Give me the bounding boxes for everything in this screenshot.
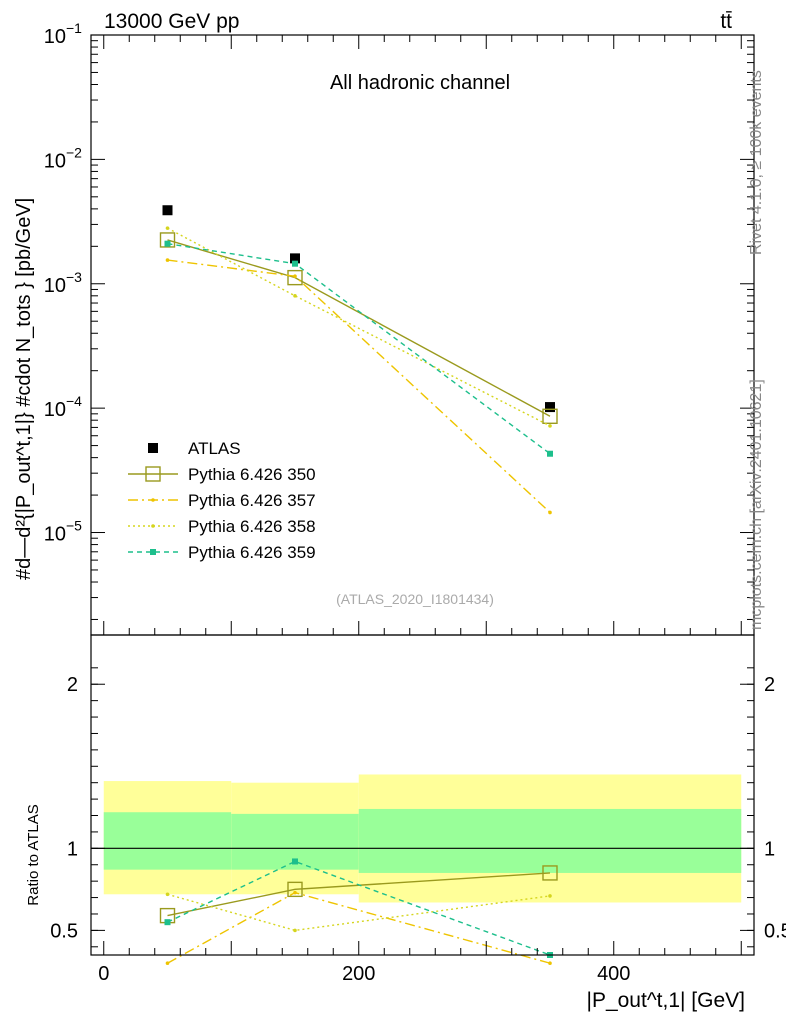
analysis-id: (ATLAS_2020_I1801434) — [336, 591, 494, 607]
y-tick-label: 10 — [44, 524, 66, 546]
ratio-y-tick-label: 0.5 — [50, 920, 78, 942]
legend-marker-atlas — [148, 443, 158, 453]
y-tick-label: 10 — [44, 399, 66, 421]
data-point-s358 — [165, 226, 170, 230]
data-point-359 — [164, 240, 171, 247]
ratio-line-s359 — [167, 860, 551, 956]
y-tick-exponent: −5 — [66, 518, 82, 534]
y-tick-exponent: −4 — [66, 393, 82, 409]
data-point-350 — [159, 232, 176, 248]
ratio-line-s350 — [167, 872, 551, 917]
legend-label: Pythia 6.426 359 — [188, 543, 316, 562]
axis-ticks: 10−510−410−310−210−10.50.511220200400 — [44, 20, 786, 985]
legend-label: Pythia 6.426 358 — [188, 517, 316, 536]
legend-label: Pythia 6.426 350 — [188, 465, 316, 484]
x-tick-label: 400 — [597, 963, 630, 985]
x-tick-label: 200 — [342, 963, 375, 985]
process-label: tt̄ — [720, 10, 732, 33]
legend-marker — [145, 466, 161, 482]
legend-label: ATLAS — [188, 439, 241, 458]
legend-label: Pythia 6.426 357 — [188, 491, 316, 510]
ratio-point-350 — [542, 865, 558, 881]
ratio-band-inner — [358, 808, 742, 873]
ratio-point-s357 — [293, 890, 297, 895]
data-point-s358 — [548, 424, 552, 428]
data-point-s358 — [293, 294, 297, 298]
ratio-point-359 — [292, 858, 298, 865]
ratio-y-tick-label-right: 2 — [764, 674, 775, 696]
rivet-version-label: Rivet 4.1.0, ≥ 100k events — [748, 70, 765, 255]
series-line-s358 — [167, 227, 551, 427]
x-tick-label: 0 — [98, 963, 109, 985]
y-tick-exponent: −3 — [66, 269, 82, 285]
mcplots-label: mcplots.cern.ch [arXiv:2401.10621] — [748, 379, 765, 630]
y-tick-label: 10 — [44, 150, 66, 172]
channel-label: All hadronic channel — [330, 72, 510, 94]
legend-marker — [151, 524, 155, 528]
ratio-point-s357 — [548, 961, 552, 966]
data-point-s357 — [165, 258, 170, 262]
legend-marker — [151, 498, 155, 502]
data-point-s357 — [548, 510, 552, 515]
ratio-y-tick-label-right: 1 — [764, 838, 775, 860]
y-tick-exponent: −2 — [66, 144, 82, 160]
energy-label: 13000 GeV pp — [104, 10, 239, 33]
y-tick-exponent: −1 — [66, 20, 82, 36]
legend: ATLAS Pythia 6.426 350 Pythia 6.426 357 Pyt… — [128, 439, 316, 562]
data-point-359 — [547, 450, 553, 457]
data-point-s357 — [293, 274, 297, 279]
data-point-350 — [287, 269, 303, 286]
ratio-point-s358 — [165, 892, 170, 897]
ratio-point-s358 — [548, 894, 552, 898]
series-line-s359 — [167, 242, 551, 455]
ratio-band-inner — [103, 812, 232, 870]
data-point-atlas — [545, 402, 555, 413]
ratio-point-359 — [164, 919, 171, 926]
ratio-y-axis-label: Ratio to ATLAS — [25, 804, 42, 905]
data-point-atlas — [162, 205, 173, 216]
x-axis-label: |P_out^t,1| [GeV] — [586, 989, 745, 1012]
ratio-panel — [91, 774, 754, 903]
ratio-y-tick-label-right: 0.5 — [764, 920, 786, 942]
y-tick-label: 10 — [44, 26, 66, 48]
main-y-axis-label: #d—d²{|P_out^t,1|} #cdot N_tots } [pb/Ge… — [13, 198, 35, 580]
ratio-y-tick-label: 1 — [67, 838, 78, 860]
data-point-atlas — [290, 253, 300, 264]
data-point-359 — [292, 260, 298, 267]
data-point-350 — [542, 408, 558, 424]
ratio-point-350 — [287, 881, 303, 898]
ratio-y-tick-label: 2 — [67, 674, 78, 696]
ratio-point-s357 — [165, 961, 170, 966]
chart-marks — [159, 205, 558, 966]
ratio-frame — [90, 634, 755, 956]
legend-marker — [150, 549, 156, 555]
ratio-point-s358 — [293, 928, 297, 933]
y-tick-label: 10 — [44, 275, 66, 297]
